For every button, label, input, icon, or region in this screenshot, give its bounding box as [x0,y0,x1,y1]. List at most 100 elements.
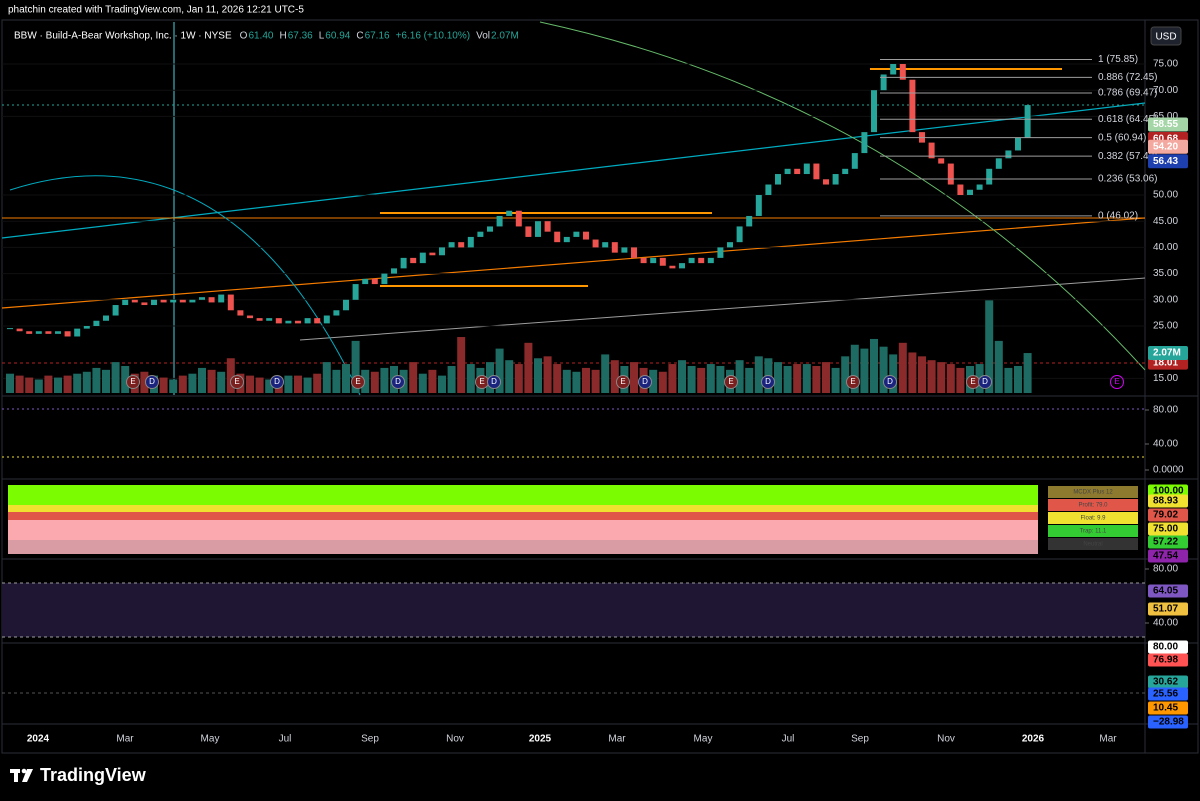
candle [832,174,839,185]
candle [947,163,954,185]
event-icon [638,375,652,389]
candle [314,318,321,324]
volume-bar [313,373,322,393]
legend-text: Float: 9.9 [1080,516,1106,522]
pane-label: 80.00 [1153,405,1178,416]
candle [400,257,407,269]
candle [611,242,618,253]
event-letter: D [149,377,155,386]
pane-label: 75.00 [1153,524,1178,535]
volume-bar [745,367,754,393]
candle [871,90,877,133]
candle [707,257,714,264]
volume-bar [294,375,302,393]
volume-bar [841,356,850,393]
volume-bar [380,367,389,393]
volume-bar [198,367,206,393]
candle [343,299,349,311]
event-icon [724,375,738,389]
candle [64,331,71,337]
volume-bar [332,369,341,393]
price-badge [1148,154,1188,169]
candle [112,305,119,316]
volume-bar [543,356,552,393]
pane-badge [1148,535,1188,549]
x-tick-label: 2024 [27,734,50,745]
event-icon [351,375,365,389]
pane-label: −28.98 [1153,717,1184,728]
volume-bar [793,364,802,393]
volume-bar [82,371,91,393]
volume-bar [802,364,811,393]
y-tick-label: 35.00 [1153,268,1178,279]
candle [227,294,234,311]
event-icon [883,375,897,389]
volume-bar [63,375,72,393]
pane-label: 64.05 [1153,586,1178,597]
candle [640,257,647,264]
volume-bar [466,364,475,393]
volume-bar [418,373,427,393]
price-badge-label: 56.43 [1153,156,1178,167]
candle [304,318,311,324]
x-tick-label: Nov [446,734,464,745]
event-letter: E [620,377,625,386]
x-tick-label: Jul [279,734,292,745]
candle [755,195,762,216]
event-icon [1110,375,1124,389]
pane-label: 76.98 [1153,655,1178,666]
y-tick-label: 50.00 [1153,190,1178,201]
candle [429,252,436,256]
candle [419,252,426,264]
legend-value: 67.16 [365,31,390,42]
legend-box [1048,525,1138,537]
candle [93,320,100,326]
price-badge [1148,117,1188,132]
legend-text: Trap: 11.1 [1080,529,1107,535]
candle [995,158,1002,169]
candle [775,174,781,185]
pane-label: 0.0000 [1153,465,1184,476]
pane-backgrounds [2,408,1145,694]
y-tick-label: 65.00 [1153,111,1178,122]
candle [199,297,205,300]
volume-bar [879,346,888,393]
event-letter: E [728,377,733,386]
candle [218,294,225,303]
fib-label: 0.786 (69.47) [1098,88,1158,99]
volume-bar [774,362,782,393]
footer-logo [10,768,33,782]
volume-bar [73,373,82,393]
volume-bar [1023,353,1032,393]
candle [179,299,186,303]
pane-label: 100.00 [1153,486,1184,497]
candle [371,278,378,285]
event-icon [487,375,501,389]
candle [765,184,772,195]
candle [103,315,109,321]
candle [439,247,445,256]
candle [74,328,81,337]
volume-bar [658,371,667,393]
candle [391,268,397,274]
y-tick-label: 15.00 [1153,373,1178,384]
candle [544,221,551,232]
y-tick-label: 75.00 [1153,59,1178,70]
pane-label: 40.00 [1153,439,1178,450]
volume-bar [34,379,43,393]
pane-badge [1148,602,1188,616]
candle [160,299,167,303]
candle [554,231,561,243]
y-tick-label: 30.00 [1153,294,1178,305]
candle [16,328,23,332]
volume-bar [524,342,533,393]
event-letter: D [765,377,771,386]
volume-bar [754,356,763,393]
event-icon [270,375,284,389]
pane-label: 47.54 [1153,551,1178,562]
candle [141,302,148,306]
volume-bar [946,364,955,393]
legend-value: 2.07M [491,31,519,42]
candle [1005,150,1012,159]
volume-bar [706,364,715,393]
